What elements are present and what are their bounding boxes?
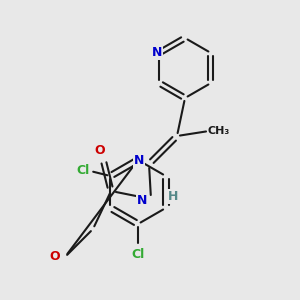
Text: O: O [95,145,105,158]
Text: N: N [152,46,162,59]
Text: O: O [50,250,60,262]
Text: H: H [168,190,178,202]
Text: Cl: Cl [131,248,145,260]
Text: Cl: Cl [77,164,90,176]
Text: N: N [136,194,147,208]
Text: CH₃: CH₃ [208,126,230,136]
Text: N: N [134,154,144,167]
